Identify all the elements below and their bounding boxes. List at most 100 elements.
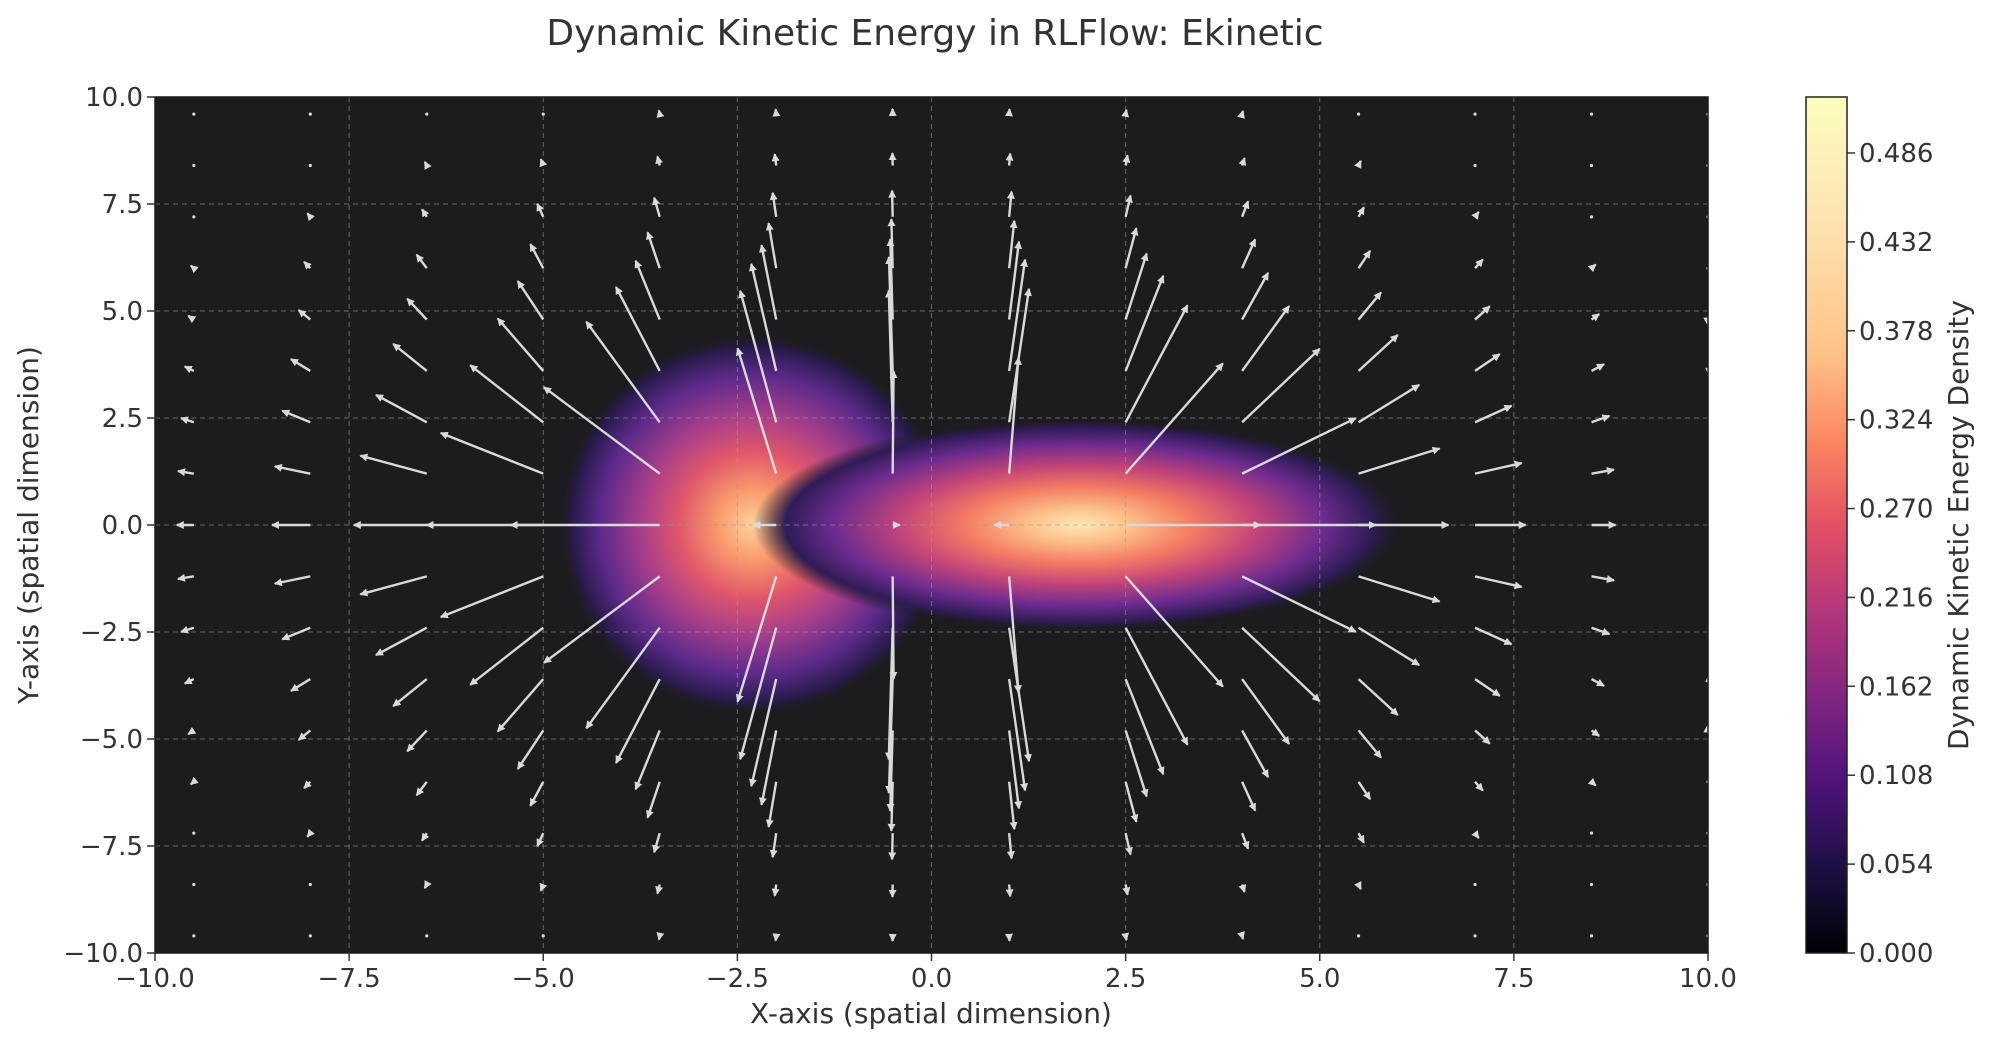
quiver-arrow-112 [889, 370, 898, 474]
quiver-arrow-133 [1007, 219, 1018, 269]
quiver-arrow-117 [888, 189, 897, 217]
quiver-arrow-85 [656, 109, 665, 119]
quiver-arrow-55 [529, 781, 545, 807]
quiver-arrow-180 [1358, 446, 1441, 475]
quiver-arrow-168 [1240, 200, 1250, 218]
quiver-arrow-127 [1007, 576, 1022, 694]
quiver-arrow-44 [359, 453, 428, 475]
quiver-arrow-220 [1589, 163, 1594, 168]
quiver-arrow-201 [1474, 258, 1484, 269]
quiver-arrow-66 [536, 202, 545, 218]
quiver-arrow-61 [439, 431, 544, 475]
quiver-arrow-148 [1124, 274, 1165, 372]
quiver-arrow-2 [192, 882, 196, 887]
quiver-arrow-62 [469, 364, 544, 424]
y-tick-label-2: −5.0 [80, 725, 143, 755]
quiver-arrow-192 [1474, 729, 1491, 745]
quiver-arrow-37 [421, 832, 430, 842]
quiver-arrow-124 [1007, 730, 1023, 810]
quiver-arrow-160 [1241, 626, 1321, 703]
quiver-arrow-167 [1241, 238, 1257, 269]
quiver-arrow-217 [1590, 313, 1601, 322]
quiver-arrow-166 [1241, 272, 1270, 321]
quiver-arrow-35 [425, 934, 429, 938]
quiver-arrow-58 [469, 626, 544, 686]
quiver-arrow-93 [735, 576, 778, 703]
quiver-arrow-8 [176, 573, 195, 582]
quiver-arrow-170 [1237, 110, 1245, 119]
colorbar-tick-label-2: 0.108 [1859, 761, 1933, 791]
quiver-arrow-154 [1237, 931, 1245, 940]
quiver-arrow-100 [769, 191, 778, 218]
quiver-arrow-155 [1238, 884, 1247, 893]
quiver-arrow-40 [392, 678, 428, 707]
quiver-arrow-141 [1124, 730, 1149, 798]
quiver-arrow-156 [1240, 832, 1250, 850]
quiver-arrow-228 [1707, 624, 1708, 632]
quiver-arrow-135 [1005, 152, 1014, 166]
quiver-arrow-48 [415, 253, 428, 269]
quiver-arrow-64 [516, 280, 545, 321]
quiver-arrow-28 [281, 409, 311, 424]
quiver-arrow-63 [496, 317, 545, 372]
quiver-arrow-193 [1474, 678, 1501, 697]
quiver-arrow-68 [541, 112, 545, 116]
quiver-arrow-126 [1007, 627, 1032, 763]
quiver-arrow-185 [1356, 206, 1365, 218]
x-tick-label-7: 7.5 [1493, 964, 1534, 994]
quiver-arrow-233 [1705, 367, 1708, 376]
quiver-arrow-105 [888, 833, 897, 861]
quiver-arrow-72 [646, 781, 661, 819]
quiver-arrow-76 [543, 575, 661, 664]
colorbar-tick-label-0: 0.000 [1859, 939, 1933, 969]
quiver-arrow-159 [1241, 678, 1291, 745]
quiver-arrow-206 [1589, 882, 1594, 887]
quiver-arrow-4 [190, 776, 199, 786]
x-axis: −10.0 −7.5 −5.0 −2.5 0.0 2.5 5.0 7.5 10.0 [115, 953, 1737, 994]
y-tick-label-6: 5.0 [102, 297, 143, 327]
quiver-arrow-158 [1241, 729, 1270, 778]
quiver-arrow-73 [634, 729, 661, 791]
quiver-arrow-137 [1121, 932, 1130, 942]
quiver-arrow-13 [187, 314, 197, 324]
quiver-arrow-227 [1705, 674, 1708, 683]
quiver-arrow-57 [496, 678, 545, 733]
quiver-arrow-203 [1473, 163, 1477, 168]
colorbar-tick-label-8: 0.432 [1859, 228, 1933, 258]
colorbar-ticks: 0.000 0.054 0.108 0.162 0.216 0.270 0.324 0.378… [1847, 139, 1933, 969]
quiver-arrow-190 [1471, 830, 1480, 839]
quiver-arrow-65 [529, 243, 545, 269]
quiver-arrow-84 [655, 155, 664, 166]
colorbar-tick-label-5: 0.270 [1859, 495, 1933, 525]
colorbar-tick-label-1: 0.054 [1859, 850, 1933, 880]
quiver-arrow-50 [423, 160, 432, 170]
quiver-arrow-16 [192, 163, 196, 168]
y-tick-label-0: −10.0 [63, 939, 143, 969]
quiver-arrow-42 [359, 575, 428, 597]
y-tick-label-5: 2.5 [102, 404, 143, 434]
quiver-arrow-229 [1707, 576, 1708, 578]
quiver-arrow-33 [308, 163, 312, 168]
y-axis: −10.0 −7.5 −5.0 −2.5 0.0 2.5 5.0 7.5 10.0 [63, 83, 155, 969]
quiver-arrow-186 [1354, 159, 1362, 169]
quiver-arrow-123 [1007, 781, 1018, 831]
quiver-arrow-121 [1005, 884, 1014, 898]
colorbar-tick-label-4: 0.216 [1859, 583, 1933, 613]
quiver-arrow-199 [1474, 353, 1501, 372]
quiver-arrow-164 [1241, 347, 1321, 424]
quiver-arrow-49 [421, 208, 430, 218]
quiver-arrow-79 [585, 320, 661, 423]
quiver-arrow-31 [303, 261, 312, 270]
quiver-arrow-161 [1241, 575, 1357, 633]
quiver-arrow-38 [415, 781, 428, 797]
quiver-arrow-52 [541, 934, 545, 938]
quiver-arrow-91 [748, 678, 778, 788]
x-tick-label-2: −5.0 [512, 964, 575, 994]
quiver-arrow-69 [656, 931, 665, 941]
quiver-arrow-194 [1474, 626, 1513, 646]
quiver-arrow-187 [1356, 112, 1361, 116]
quiver-arrow-70 [655, 884, 664, 895]
quiver-arrow-200 [1474, 305, 1491, 321]
quiver-arrow-56 [516, 729, 545, 770]
x-tick-label-8: 10.0 [1679, 964, 1737, 994]
